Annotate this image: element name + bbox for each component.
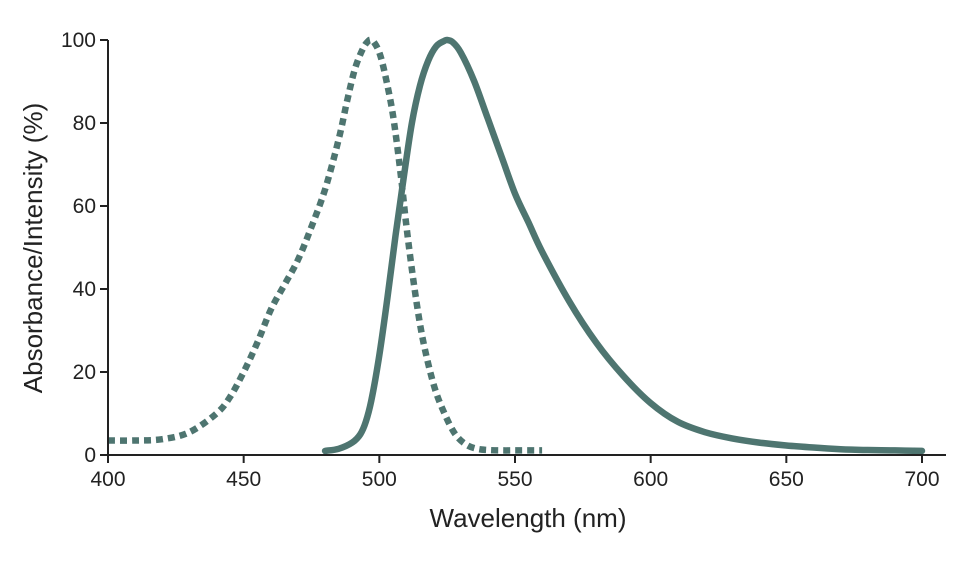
x-axis-title: Wavelength (nm) [430, 503, 627, 533]
x-tick-label: 700 [904, 468, 939, 491]
x-ticks: 400 450 500 550 600 650 700 [90, 455, 940, 491]
y-tick-label: 100 [61, 29, 96, 52]
y-ticks: 0 20 40 60 80 100 [61, 29, 108, 467]
x-tick-label: 650 [769, 468, 804, 491]
x-tick-label: 500 [362, 468, 397, 491]
x-tick-label: 400 [90, 468, 125, 491]
x-tick-label: 600 [633, 468, 668, 491]
x-tick-label: 550 [497, 468, 532, 491]
y-tick-label: 0 [84, 444, 96, 467]
plot-lines [107, 36, 926, 455]
emission-solid-series-line [321, 36, 926, 455]
y-tick-label: 60 [73, 195, 96, 218]
y-tick-label: 80 [73, 112, 96, 135]
absorbance-dotted-series-line [107, 36, 543, 454]
x-tick-label: 450 [226, 468, 261, 491]
y-tick-label: 40 [73, 278, 96, 301]
y-axis-title: Absorbance/Intensity (%) [18, 103, 48, 393]
y-tick-label: 20 [73, 361, 96, 384]
